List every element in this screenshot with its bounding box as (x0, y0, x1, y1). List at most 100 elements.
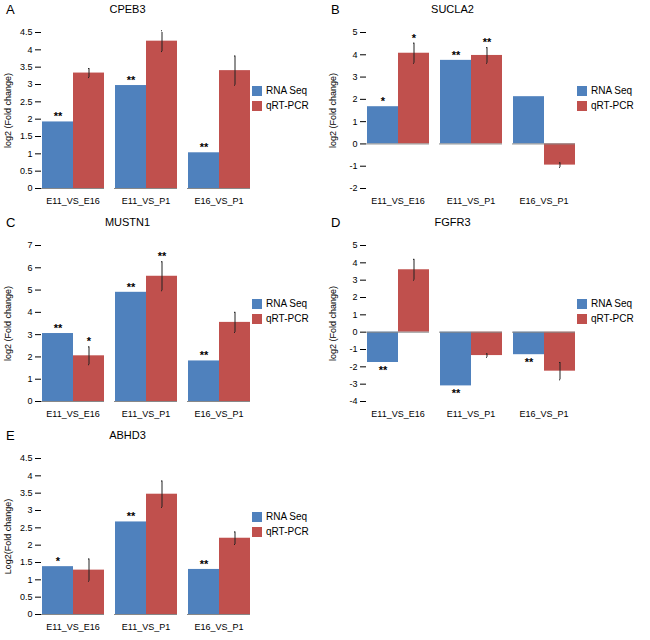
svg-text:E11_VS_P1: E11_VS_P1 (447, 409, 495, 419)
svg-text:-1: -1 (349, 161, 357, 171)
svg-text:3: 3 (352, 275, 357, 285)
html-text:SUCLA2: SUCLA2 (431, 3, 474, 15)
svg-text:**: ** (54, 110, 63, 122)
svg-text:0: 0 (352, 139, 357, 149)
svg-text:*: * (87, 335, 92, 347)
svg-text:2.5: 2.5 (20, 97, 33, 107)
svg-text:0.5: 0.5 (20, 592, 33, 602)
svg-text:**: ** (200, 349, 209, 361)
svg-text:3: 3 (27, 505, 32, 515)
svg-text:**: ** (379, 364, 388, 376)
svg-text:1.5: 1.5 (20, 131, 33, 141)
svg-text:3: 3 (27, 330, 32, 340)
svg-text:0: 0 (27, 396, 32, 406)
svg-text:1: 1 (27, 374, 32, 384)
svg-text:4: 4 (27, 307, 32, 317)
svg-text:0: 0 (27, 609, 32, 619)
svg-text:E16_VS_P1: E16_VS_P1 (194, 196, 243, 206)
svg-text:**: ** (54, 322, 63, 334)
svg-text:1: 1 (27, 575, 32, 585)
svg-text:**: ** (452, 49, 461, 61)
svg-text:2: 2 (352, 292, 357, 302)
html-text:qRT-PCR: qRT-PCR (591, 100, 634, 111)
svg-text:4: 4 (352, 258, 357, 268)
svg-text:E11_VS_P1: E11_VS_P1 (447, 196, 495, 206)
svg-text:4: 4 (27, 471, 32, 481)
svg-text:E11_VS_E16: E11_VS_E16 (371, 409, 424, 419)
svg-text:-2: -2 (349, 362, 357, 372)
svg-text:3.5: 3.5 (20, 488, 33, 498)
svg-text:E11_VS_E16: E11_VS_E16 (46, 409, 99, 419)
html-text:qRT-PCR: qRT-PCR (266, 100, 309, 111)
svg-text:-2: -2 (349, 183, 357, 193)
svg-text:Log2(Fold change): Log2(Fold change) (3, 499, 13, 575)
svg-text:2: 2 (27, 540, 32, 550)
svg-text:E11_VS_E16: E11_VS_E16 (46, 196, 99, 206)
svg-text:3: 3 (27, 79, 32, 89)
svg-text:E16_VS_P1: E16_VS_P1 (519, 196, 568, 206)
svg-text:-1: -1 (349, 344, 357, 354)
svg-text:E16_VS_P1: E16_VS_P1 (519, 409, 568, 419)
svg-text:6: 6 (27, 263, 32, 273)
svg-text:0: 0 (352, 327, 357, 337)
svg-text:1: 1 (27, 149, 32, 159)
svg-text:3.5: 3.5 (20, 62, 33, 72)
svg-text:-4: -4 (349, 396, 357, 406)
svg-text:*: * (56, 555, 61, 567)
svg-text:*: * (412, 32, 417, 44)
svg-text:**: ** (525, 356, 534, 368)
svg-text:log2 (Fold change): log2 (Fold change) (3, 286, 13, 361)
svg-text:E16_VS_P1: E16_VS_P1 (194, 622, 243, 632)
svg-text:E16_VS_P1: E16_VS_P1 (194, 409, 243, 419)
svg-text:0: 0 (27, 183, 32, 193)
svg-text:4: 4 (27, 45, 32, 55)
svg-text:2: 2 (27, 114, 32, 124)
svg-text:log2 (Fold change): log2 (Fold change) (3, 73, 13, 148)
html-text:C: C (6, 215, 16, 230)
svg-text:5: 5 (27, 285, 32, 295)
svg-text:**: ** (200, 141, 209, 153)
svg-text:3: 3 (352, 72, 357, 82)
svg-text:E11_VS_P1: E11_VS_P1 (122, 196, 170, 206)
svg-text:1: 1 (352, 310, 357, 320)
svg-text:1.5: 1.5 (20, 557, 33, 567)
svg-text:-3: -3 (349, 379, 357, 389)
html-text:RNA Seq: RNA Seq (591, 85, 633, 96)
svg-text:5: 5 (352, 27, 357, 37)
svg-text:*: * (381, 95, 386, 107)
html-text:CPEB3: CPEB3 (109, 3, 146, 15)
svg-text:1: 1 (352, 117, 357, 127)
svg-text:4.5: 4.5 (20, 453, 33, 463)
html-text:qRT-PCR: qRT-PCR (266, 526, 309, 537)
svg-text:log2 (Fold change): log2 (Fold change) (328, 73, 338, 148)
html-text:MUSTN1: MUSTN1 (104, 216, 151, 228)
svg-text:4: 4 (352, 50, 357, 60)
svg-text:E11_VS_P1: E11_VS_P1 (122, 622, 170, 632)
svg-text:log2 (Fold change): log2 (Fold change) (328, 286, 338, 361)
svg-text:0.5: 0.5 (20, 166, 33, 176)
svg-text:**: ** (127, 74, 136, 86)
svg-text:**: ** (158, 250, 167, 262)
svg-text:**: ** (200, 558, 209, 570)
svg-text:5: 5 (352, 240, 357, 250)
html-text:qRT-PCR: qRT-PCR (266, 313, 309, 324)
html-text:RNA Seq: RNA Seq (266, 85, 308, 96)
svg-text:2.5: 2.5 (20, 523, 33, 533)
svg-text:E11_VS_E16: E11_VS_E16 (46, 622, 99, 632)
svg-text:**: ** (127, 281, 136, 293)
html-text:ABHD3: ABHD3 (109, 429, 146, 441)
svg-text:**: ** (483, 36, 492, 48)
svg-text:E11_VS_E16: E11_VS_E16 (371, 196, 424, 206)
svg-text:4.5: 4.5 (20, 27, 33, 37)
html-text:RNA Seq: RNA Seq (266, 298, 308, 309)
html-text:RNA Seq: RNA Seq (266, 511, 308, 522)
svg-text:7: 7 (27, 240, 32, 250)
svg-text:2: 2 (27, 352, 32, 362)
svg-text:2: 2 (352, 94, 357, 104)
svg-text:**: ** (127, 510, 136, 522)
svg-text:**: ** (452, 387, 461, 399)
html-text:RNA Seq: RNA Seq (591, 298, 633, 309)
html-text:qRT-PCR: qRT-PCR (591, 313, 634, 324)
svg-text:E11_VS_P1: E11_VS_P1 (122, 409, 170, 419)
html-text:FGFR3: FGFR3 (434, 216, 471, 228)
